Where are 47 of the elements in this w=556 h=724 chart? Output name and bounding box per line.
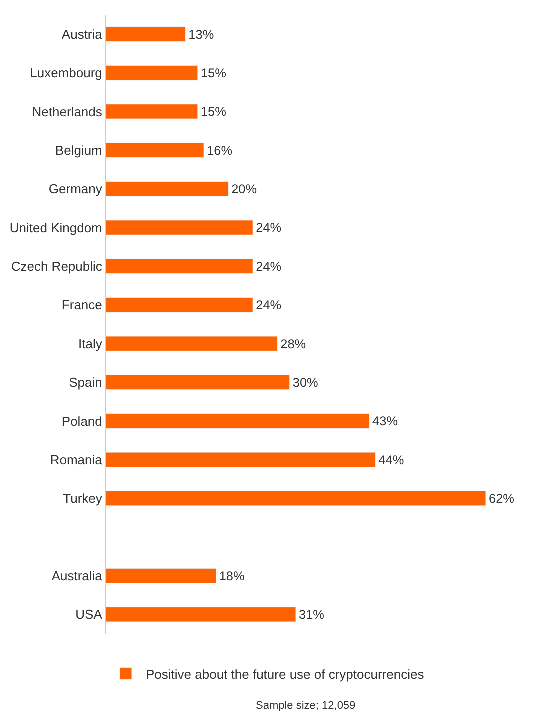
data-label: 28%	[280, 336, 306, 352]
y-tick-label: Australia	[52, 568, 104, 584]
y-tick-label: Poland	[62, 414, 102, 429]
bar	[106, 104, 198, 120]
data-label: 62%	[489, 491, 515, 506]
bar	[106, 374, 290, 390]
data-label: 20%	[232, 182, 258, 196]
data-label: 24%	[256, 298, 282, 313]
y-tick-label: Germany	[48, 182, 103, 197]
bar	[106, 298, 254, 313]
data-label: 13%	[188, 26, 214, 42]
data-label: 24%	[256, 220, 282, 236]
y-tick-label: Belgium	[55, 142, 102, 158]
y-tick-label: United Kingdom	[10, 220, 102, 236]
data-label: 31%	[299, 607, 325, 622]
bar	[106, 336, 278, 352]
bar	[106, 452, 376, 468]
data-label: 44%	[378, 452, 404, 468]
y-tick-label: Austria	[62, 26, 104, 42]
data-label: 16%	[207, 142, 233, 158]
data-label: 18%	[219, 568, 245, 584]
y-tick-label: Netherlands	[32, 104, 103, 120]
y-tick-label: Turkey	[63, 491, 103, 506]
y-tick-label: Czech Republic	[11, 259, 103, 274]
y-tick-label: Spain	[69, 375, 102, 390]
bar	[106, 490, 486, 506]
bar	[106, 220, 254, 236]
y-tick-label: France	[62, 298, 102, 313]
bar	[106, 568, 217, 584]
data-label: 30%	[292, 374, 318, 390]
y-tick-label: Romania	[50, 452, 104, 468]
data-label: 43%	[372, 414, 398, 429]
bar	[106, 142, 204, 158]
bar	[106, 414, 370, 429]
text: Sample size; 12,059	[256, 700, 356, 712]
bar	[106, 65, 198, 81]
y-tick-label: USA	[76, 607, 103, 622]
data-label: 15%	[200, 104, 226, 120]
bar	[106, 26, 186, 42]
bar	[106, 181, 229, 197]
y-tick-label: Italy	[78, 336, 103, 352]
legend-label: Positive about the future use of cryptocurrencies	[146, 666, 425, 682]
bar	[106, 607, 296, 622]
data-label: 15%	[200, 65, 226, 80]
y-tick-label: Luxembourg	[30, 66, 102, 81]
bar	[106, 258, 254, 274]
data-label: 24%	[256, 258, 282, 274]
